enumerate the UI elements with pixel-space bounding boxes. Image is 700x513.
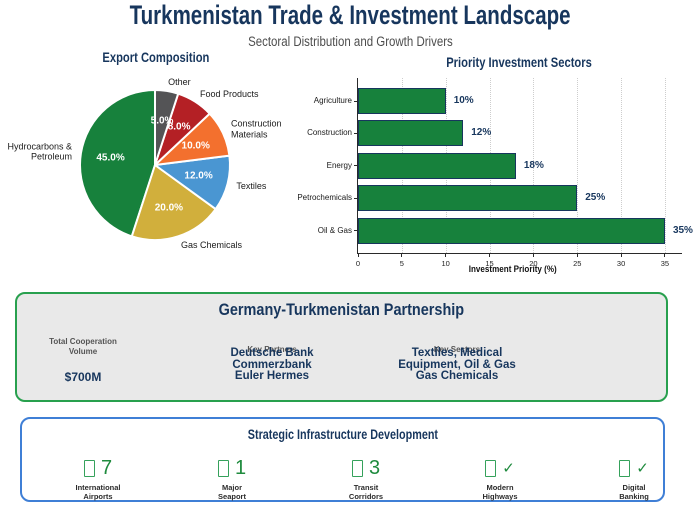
bar-chart-title: Priority Investment Sectors (446, 54, 592, 70)
bar-xtick-5 (401, 253, 403, 257)
bar-value-label-construction: 12% (471, 127, 492, 139)
infra-item-label: Digital Banking (619, 483, 649, 501)
infra-item-transit-corridors: 3 Transit Corridors (296, 455, 436, 501)
partnership-column-volume: Total Cooperation Volume $700M (0, 294, 193, 400)
page-title-text: Turkmenistan Trade & Investment Landscap… (129, 0, 571, 30)
page-title: Turkmenistan Trade & Investment Landscap… (0, 0, 700, 31)
bar-category-label-oil-gas: Oil & Gas (317, 225, 352, 235)
infra-glyph-row: ✓ (564, 455, 700, 481)
pie-label-hydrocarbons-petroleum: Hydrocarbons & Petroleum (7, 141, 73, 162)
partnership-title: Germany-Turkmenistan Partnership (218, 300, 465, 319)
infrastructure-items: 7 International Airports 1 Major Seaport 3 Tr… (22, 419, 663, 501)
bar-category-label-energy: Energy (326, 160, 352, 170)
infrastructure-panel: Strategic Infrastructure Development 7 In… (20, 417, 665, 502)
infrastructure-title: Strategic Infrastructure Development (247, 427, 438, 442)
page-subtitle-text: Sectoral Distribution and Growth Drivers (247, 34, 453, 49)
partnership-heading: Key Partners (247, 345, 297, 354)
missing-glyph-box-icon (619, 459, 631, 477)
bar-agriculture (358, 88, 446, 114)
bar-oil-gas (358, 217, 665, 244)
infra-item-label: Transit Corridors (348, 483, 384, 501)
bar-xtick-15 (489, 253, 491, 257)
bar-xtick-10 (445, 253, 447, 257)
missing-glyph-box-icon (351, 459, 363, 477)
bar-ytick-oil-gas (353, 230, 358, 232)
infra-count: 3 (368, 456, 381, 479)
pie-label-textiles: Textiles (236, 180, 267, 191)
bar-energy (358, 152, 516, 179)
bar-gridline-35 (664, 78, 666, 253)
pie-pct-label-other: 5.0% (150, 115, 174, 127)
bar-gridline-20 (533, 78, 535, 253)
bar-xtick-0 (357, 253, 359, 257)
pie-chart-title: Export Composition (102, 49, 210, 65)
bar-ytick-energy (353, 165, 358, 167)
bar-xtick-20 (532, 253, 534, 257)
infra-count: 7 (100, 456, 113, 479)
bar-value-label-energy: 18% (523, 159, 544, 171)
bar-construction (358, 120, 464, 147)
partnership-column-partners: Key Partners Deutsche Bank Commerzbank E… (162, 294, 382, 400)
infra-item-modern-highways: ✓ Modern Highways (430, 455, 570, 501)
bar-gridline-30 (621, 78, 623, 253)
partnership-heading: Key Sectors (433, 345, 481, 354)
infra-item-international-airports: 7 International Airports (28, 455, 168, 501)
pie-label-gas-chemicals: Gas Chemicals (180, 239, 242, 250)
pie-slice-textiles (154, 154, 231, 211)
bar-ytick-petrochemicals (353, 197, 358, 199)
infra-item-label: International Airports (75, 483, 121, 501)
infra-item-digital-banking: ✓ Digital Banking (564, 455, 700, 501)
bar-gridline-15 (489, 78, 491, 253)
page-subtitle: Sectoral Distribution and Growth Drivers (0, 34, 700, 49)
bar-left-spine (357, 78, 359, 253)
bar-ytick-construction (353, 132, 358, 134)
infra-item-major-seaport: 1 Major Seaport (162, 455, 302, 501)
pie-label-other: Other (168, 76, 191, 87)
bar-category-label-agriculture: Agriculture (313, 96, 352, 105)
missing-glyph-box-icon (217, 459, 229, 477)
bar-petrochemicals (358, 185, 578, 212)
bar-gridline-25 (577, 78, 579, 253)
infra-item-label: Modern Highways (482, 483, 518, 501)
checkmark-icon: ✓ (636, 460, 649, 477)
missing-glyph-box-icon (83, 459, 95, 477)
checkmark-icon: ✓ (502, 460, 515, 477)
partnership-value: Textiles, Medical Equipment, Oil & Gas G… (398, 347, 516, 382)
pie-label-construction-materials: Construction Materials (231, 118, 282, 140)
bar-value-label-agriculture: 10% (453, 95, 474, 106)
bar-xaxis-label: Investment Priority (%) (469, 264, 557, 275)
partnership-column-sectors: Key Sectors Textiles, Medical Equipment,… (347, 294, 567, 400)
bar-gridline-10 (445, 78, 447, 253)
bar-bottom-spine (357, 253, 682, 255)
infra-item-label: Major Seaport (218, 483, 246, 501)
partnership-heading: Total Cooperation Volume (49, 337, 117, 356)
bar-xtick-30 (620, 253, 622, 257)
pie-pct-label-construction-materials: 10.0% (181, 140, 210, 152)
pie-label-food-products: Food Products (200, 88, 259, 99)
partnership-value: $700M (64, 370, 102, 384)
infra-glyph-row: 1 (162, 455, 302, 481)
bar-xtick-25 (576, 253, 578, 257)
infra-count: 1 (234, 456, 247, 479)
bar-value-label-oil-gas: 35% (672, 224, 693, 236)
bar-category-label-petrochemicals: Petrochemicals (297, 193, 352, 203)
infra-glyph-row: 3 (296, 455, 436, 481)
infra-glyph-row: ✓ (430, 455, 570, 481)
pie-pct-label-textiles: 12.0% (184, 170, 213, 182)
pie-pct-label-gas-chemicals: 20.0% (154, 202, 184, 214)
bar-gridline-5 (401, 78, 403, 253)
pie-pct-label-food-products: 8.0% (167, 121, 191, 133)
bar-ytick-agriculture (353, 100, 358, 102)
bar-value-label-petrochemicals: 25% (585, 192, 606, 204)
infra-glyph-row: 7 (28, 455, 168, 481)
pie-pct-label-hydrocarbons-petroleum: 45.0% (96, 152, 125, 164)
bar-category-label-construction: Construction (307, 128, 352, 138)
bar-xtick-35 (664, 253, 666, 257)
missing-glyph-box-icon (485, 459, 497, 477)
partnership-panel: Germany-Turkmenistan Partnership Total C… (15, 292, 668, 402)
partnership-value: Deutsche Bank Commerzbank Euler Hermes (230, 347, 314, 382)
